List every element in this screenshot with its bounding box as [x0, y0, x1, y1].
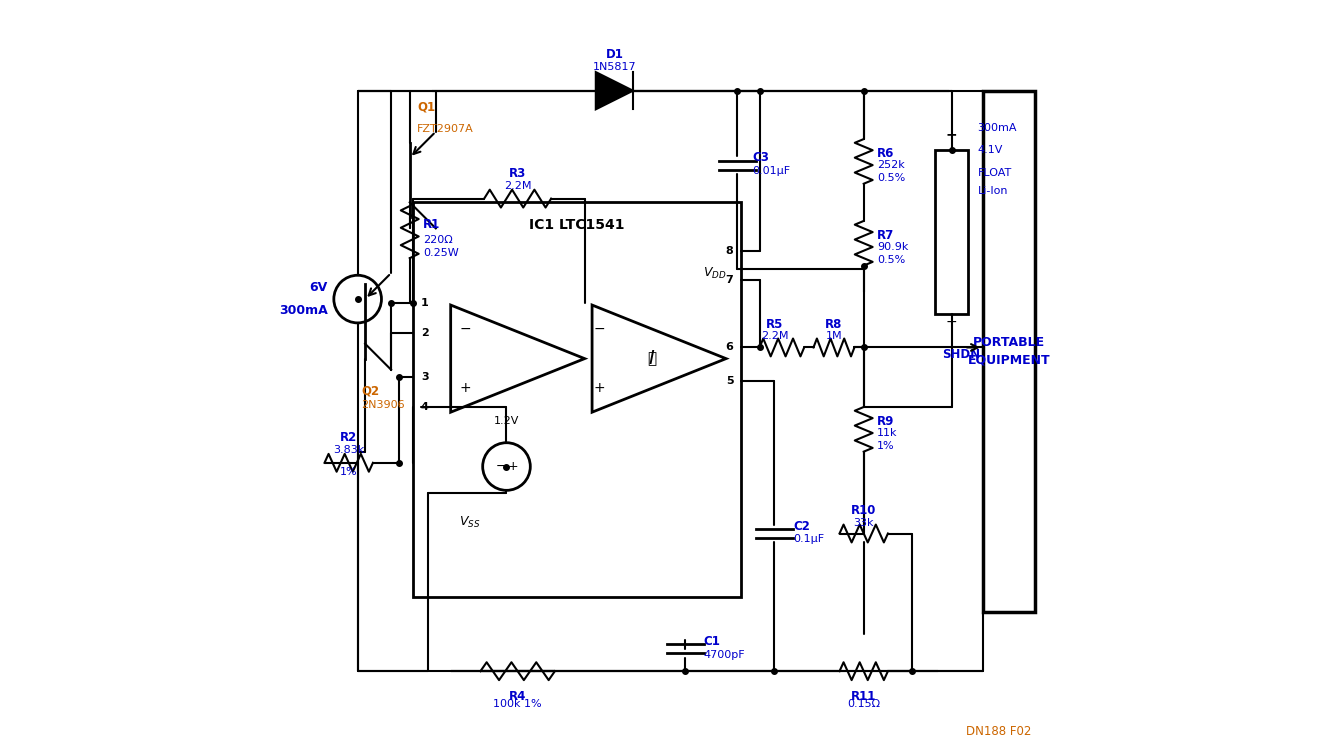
Text: 300mA: 300mA	[279, 304, 328, 317]
Text: 1N5817: 1N5817	[593, 62, 636, 72]
Text: 90.9k: 90.9k	[877, 242, 909, 252]
Text: 1: 1	[421, 298, 429, 308]
Text: DN188 F02: DN188 F02	[966, 725, 1032, 738]
Text: C2: C2	[793, 520, 810, 533]
Text: R8: R8	[825, 318, 842, 331]
Text: 𝐼: 𝐼	[647, 351, 656, 366]
Text: Q1: Q1	[417, 100, 436, 113]
Text: D1: D1	[605, 48, 624, 61]
Text: 2: 2	[421, 328, 429, 338]
Text: 1M: 1M	[825, 332, 842, 341]
Text: 1%: 1%	[877, 441, 894, 450]
Text: C3: C3	[752, 151, 769, 164]
Text: 33k: 33k	[853, 518, 874, 527]
Text: 2.2M: 2.2M	[504, 182, 532, 191]
Text: 1%: 1%	[340, 467, 357, 477]
Bar	[413, 202, 741, 597]
Text: R9: R9	[877, 415, 894, 428]
Text: R3: R3	[509, 167, 527, 180]
Text: 7: 7	[725, 276, 733, 285]
Text: Q2: Q2	[361, 385, 380, 397]
Text: 100k 1%: 100k 1%	[493, 699, 543, 710]
Text: Li-Ion: Li-Ion	[977, 186, 1008, 196]
Text: +: +	[945, 128, 957, 143]
Text: R11: R11	[850, 689, 876, 703]
Text: R1: R1	[423, 218, 440, 231]
Text: −: −	[460, 322, 472, 336]
Text: 300mA: 300mA	[977, 123, 1017, 133]
Text: R10: R10	[850, 504, 876, 517]
Text: $V_{SS}$: $V_{SS}$	[459, 515, 480, 530]
Text: 4700pF: 4700pF	[704, 650, 745, 660]
Text: 6V: 6V	[309, 282, 328, 294]
Text: $V_{DD}$: $V_{DD}$	[702, 265, 726, 281]
Text: R2: R2	[340, 431, 357, 444]
Text: −: −	[496, 460, 505, 473]
Text: 0.25W: 0.25W	[423, 248, 459, 258]
Text: IC1 LTC1541: IC1 LTC1541	[529, 217, 625, 232]
Polygon shape	[596, 72, 633, 109]
Text: 2N3906: 2N3906	[361, 400, 405, 409]
Text: 5: 5	[726, 376, 733, 386]
Text: C1: C1	[704, 635, 721, 648]
Text: FZT2907A: FZT2907A	[417, 124, 475, 134]
Text: 3: 3	[421, 372, 428, 382]
Bar	[982, 90, 1034, 612]
Text: 11k: 11k	[877, 428, 897, 438]
Text: +: +	[507, 460, 517, 473]
Text: R4: R4	[509, 689, 527, 703]
Text: 2.2M: 2.2M	[761, 332, 788, 341]
Text: +: +	[593, 382, 605, 395]
Text: 4.1V: 4.1V	[977, 145, 1002, 155]
Text: 0.5%: 0.5%	[877, 173, 905, 183]
Text: −: −	[945, 314, 957, 329]
Text: R5: R5	[765, 318, 782, 331]
Text: +: +	[460, 382, 472, 395]
Text: 0.5%: 0.5%	[877, 255, 905, 264]
Bar	[936, 150, 968, 314]
Text: −: −	[593, 322, 605, 336]
Text: 1.2V: 1.2V	[493, 415, 519, 426]
Text: 4: 4	[421, 402, 429, 412]
Text: 0.15Ω: 0.15Ω	[848, 699, 880, 710]
Text: PORTABLE
EQUIPMENT: PORTABLE EQUIPMENT	[968, 335, 1050, 367]
Text: $\it{I}$: $\it{I}$	[648, 349, 656, 368]
Text: 0.1μF: 0.1μF	[793, 534, 824, 545]
Text: 6: 6	[725, 342, 733, 353]
Text: R6: R6	[877, 147, 894, 161]
Text: 8: 8	[725, 246, 733, 255]
Text: 220Ω: 220Ω	[423, 235, 453, 244]
Text: FLOAT: FLOAT	[977, 167, 1012, 178]
Text: SHDN: SHDN	[942, 348, 980, 362]
Text: 3.83k: 3.83k	[333, 445, 364, 456]
Text: R7: R7	[877, 229, 894, 242]
Text: 0.01μF: 0.01μF	[752, 166, 790, 176]
Text: 252k: 252k	[877, 160, 905, 170]
